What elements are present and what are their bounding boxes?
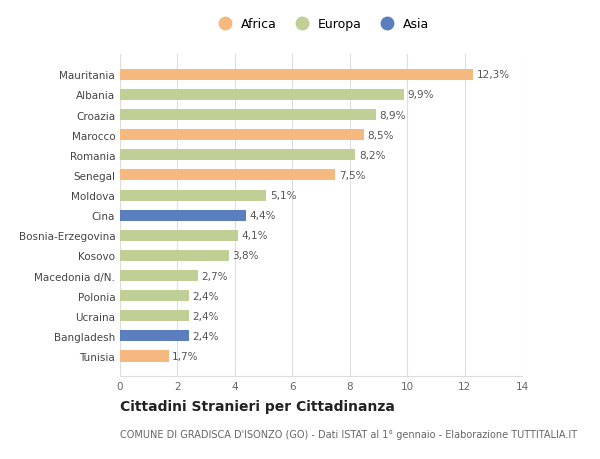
Bar (120, 110, 376, 121)
Bar (120, 270, 197, 281)
Text: 8,5%: 8,5% (368, 130, 394, 140)
Bar (120, 351, 169, 362)
Bar (120, 190, 266, 201)
Text: 12,3%: 12,3% (476, 70, 510, 80)
Text: 2,7%: 2,7% (201, 271, 227, 281)
Bar (120, 90, 404, 101)
Bar (120, 330, 189, 341)
Bar (120, 311, 189, 322)
Text: 8,9%: 8,9% (379, 110, 406, 120)
Text: 3,8%: 3,8% (233, 251, 259, 261)
Text: COMUNE DI GRADISCA D'ISONZO (GO) - Dati ISTAT al 1° gennaio - Elaborazione TUTTI: COMUNE DI GRADISCA D'ISONZO (GO) - Dati … (120, 429, 577, 439)
Text: 8,2%: 8,2% (359, 151, 385, 161)
Text: 5,1%: 5,1% (270, 190, 296, 201)
Text: 7,5%: 7,5% (339, 171, 365, 180)
Bar (120, 130, 364, 141)
Text: 2,4%: 2,4% (193, 291, 219, 301)
Bar (120, 210, 247, 221)
Text: 9,9%: 9,9% (408, 90, 434, 100)
Legend: Africa, Europa, Asia: Africa, Europa, Asia (208, 13, 434, 36)
Bar (120, 150, 355, 161)
Text: 2,4%: 2,4% (193, 331, 219, 341)
Bar (120, 230, 238, 241)
Bar (120, 250, 229, 262)
Bar (120, 70, 473, 81)
Bar (120, 291, 189, 302)
Text: 1,7%: 1,7% (172, 351, 199, 361)
Text: 4,4%: 4,4% (250, 211, 276, 221)
Text: 2,4%: 2,4% (193, 311, 219, 321)
Text: Cittadini Stranieri per Cittadinanza: Cittadini Stranieri per Cittadinanza (120, 399, 395, 413)
Text: 4,1%: 4,1% (241, 231, 268, 241)
Bar (120, 170, 335, 181)
